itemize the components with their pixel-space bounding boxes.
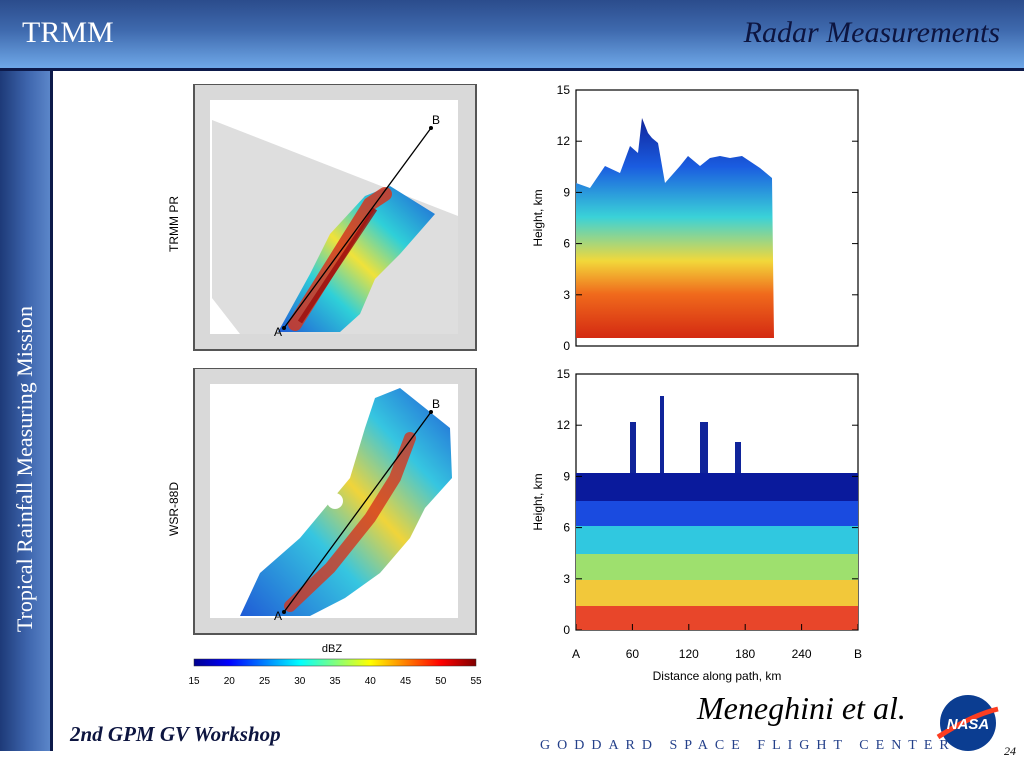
x-tick-label: 180 (735, 647, 755, 661)
y-tick-label: 3 (563, 572, 570, 586)
footer-workshop: 2nd GPM GV Workshop (70, 722, 281, 746)
wsr-88d-map-panel: B A WSR-88D (160, 367, 480, 638)
trmm-pr-point-b: B (432, 113, 440, 127)
colorbar-tick-label: 50 (435, 676, 447, 687)
bottom-chart-ylabel: Height, km (531, 473, 545, 530)
sidebar-mission-text: Tropical Rainfall Measuring Mission (12, 305, 37, 633)
x-tick-label: 240 (792, 647, 812, 661)
y-tick-label: 12 (557, 418, 571, 432)
top-chart-ylabel: Height, km (531, 189, 545, 246)
x-tick-label: A (572, 647, 580, 661)
nasa-meatball-icon: NASA (936, 695, 999, 751)
colorbar-tick-label: 30 (294, 676, 306, 687)
y-tick-label: 0 (563, 339, 570, 353)
wsr-88d-map-label: WSR-88D (167, 482, 181, 536)
wsr-88d-point-a: A (274, 609, 282, 623)
y-tick-label: 9 (563, 185, 570, 199)
colorbar-tick-label: 20 (224, 676, 236, 687)
y-tick-label: 15 (557, 367, 571, 381)
colorbar-tick-label: 35 (329, 676, 341, 687)
y-tick-label: 6 (563, 237, 570, 251)
colorbar-tick-label: 25 (259, 676, 271, 687)
colorbar-tick-label: 55 (470, 676, 482, 687)
wsr-88d-point-b: B (432, 397, 440, 411)
wsr-88d-cross-section: 0 3 6 9 12 15 A 60 120 180 240 B Height, km Distan… (520, 362, 865, 688)
x-tick-label: 60 (626, 647, 640, 661)
trmm-pr-map: B A TRMM PR (167, 83, 477, 351)
trmm-pr-point-a: A (274, 325, 282, 339)
header-bar: TRMM Radar Measurements (0, 0, 1024, 71)
y-tick-label: 9 (563, 469, 570, 483)
nasa-logo: NASA (932, 693, 1004, 758)
y-tick-label: 15 (557, 83, 571, 97)
slide-title: Radar Measurements (743, 16, 1000, 49)
trmm-pr-cross-section-svg: 0 3 6 9 12 15 Height, km (531, 83, 859, 353)
y-tick-label: 0 (563, 623, 570, 637)
colorbar-title: dBZ (322, 643, 342, 655)
citation: Meneghini et al. (697, 690, 906, 726)
footer-center-name: GODDARD SPACE FLIGHT CENTER (540, 738, 956, 753)
header-title: TRMM (22, 16, 114, 49)
colorbar-tick-label: 40 (365, 676, 377, 687)
x-tick-label: B (854, 647, 862, 661)
dbz-colorbar-svg: dBZ 15 20 25 30 35 40 45 50 55 (188, 643, 482, 687)
colorbar-tick-label: 45 (400, 676, 412, 687)
bottom-chart-xlabel: Distance along path, km (653, 669, 782, 683)
trmm-pr-map-label: TRMM PR (167, 196, 181, 252)
page-number: 24 (1004, 744, 1016, 758)
nasa-logo-text: NASA (947, 716, 990, 733)
wsr-88d-map: B A WSR-88D (167, 367, 477, 635)
colorbar-tick-label: 15 (188, 676, 200, 687)
sidebar: Tropical Rainfall Measuring Mission (0, 71, 53, 751)
x-tick-label: 120 (679, 647, 699, 661)
wsr-88d-cross-section-svg: 0 3 6 9 12 15 A 60 120 180 240 B Height, km Distan… (531, 367, 862, 683)
y-tick-label: 3 (563, 288, 570, 302)
y-tick-label: 12 (557, 134, 571, 148)
dbz-colorbar: dBZ 15 20 25 30 35 40 45 50 55 (186, 640, 486, 688)
trmm-pr-map-panel: B A TRMM PR (160, 83, 480, 354)
trmm-pr-cross-section: 0 3 6 9 12 15 Height, km (520, 78, 865, 358)
y-tick-label: 6 (563, 521, 570, 535)
